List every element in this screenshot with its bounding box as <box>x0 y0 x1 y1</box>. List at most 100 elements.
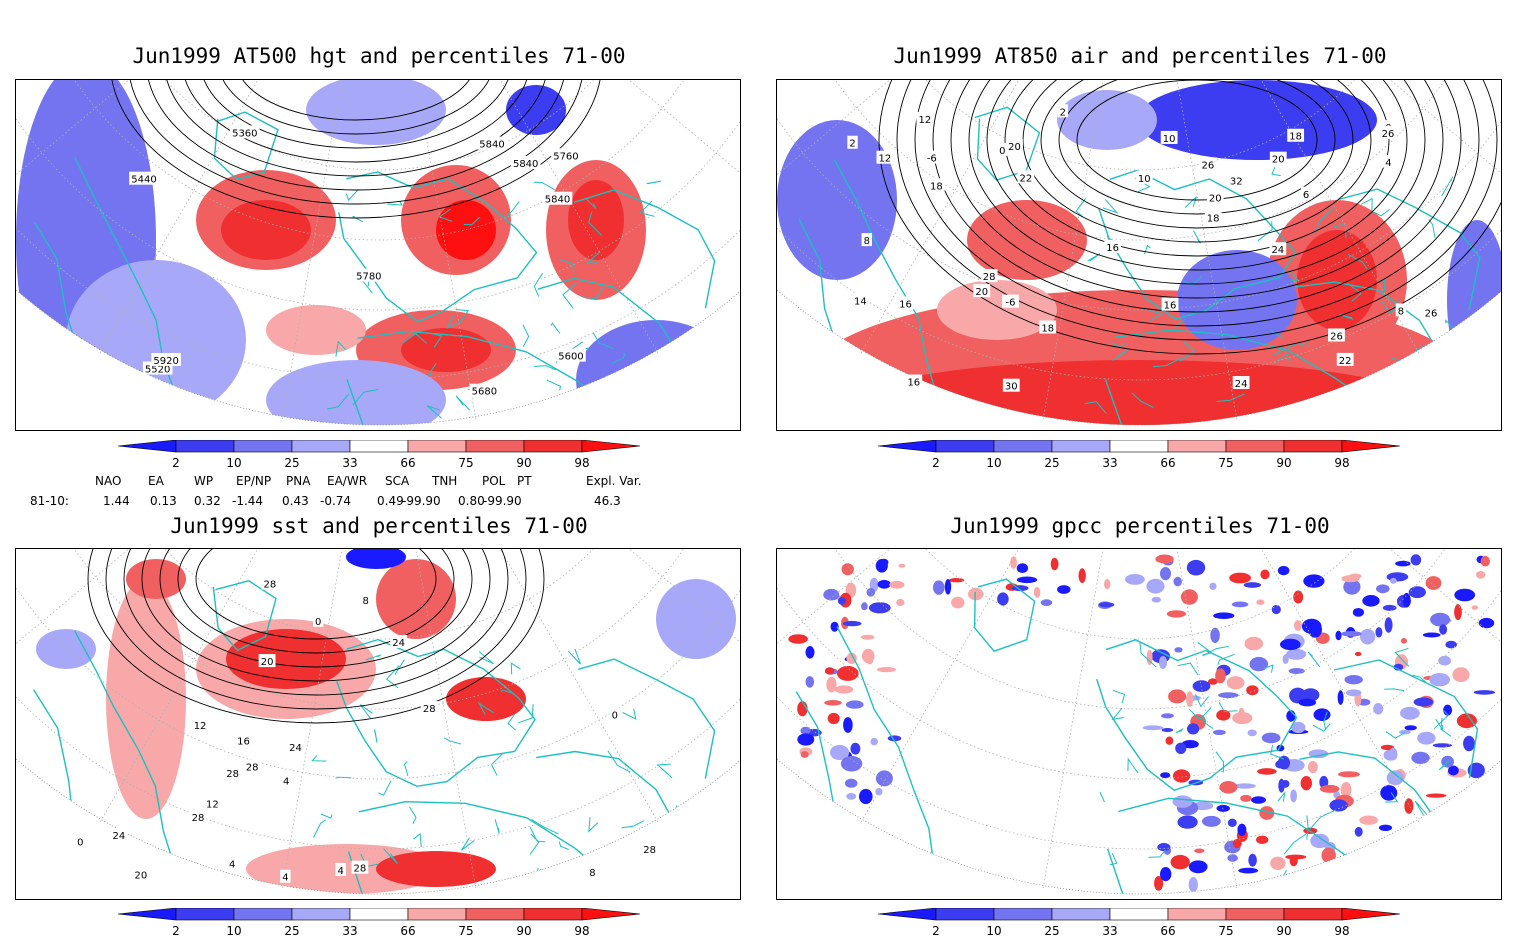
precip-cell <box>1249 656 1269 672</box>
anomaly-region <box>1297 230 1377 330</box>
index-value: -99.90 <box>483 494 522 508</box>
contour-label-bg <box>1002 294 1019 308</box>
colorbar-sst: 2 10 25 33 66 75 90 98 <box>118 908 658 938</box>
contour-label-bg <box>1104 239 1122 253</box>
country-border <box>1270 744 1284 760</box>
country-border <box>1440 717 1452 737</box>
precip-cell <box>1158 656 1168 669</box>
precip-cell <box>889 580 905 589</box>
country-border <box>1314 207 1333 235</box>
contour-label: 20 <box>135 871 148 882</box>
contour-label: 16 <box>1164 301 1177 312</box>
contour-label-bg <box>243 759 261 773</box>
country-border <box>1379 279 1386 292</box>
colorbar-tick-label: 75 <box>1218 924 1234 938</box>
country-border <box>550 322 561 334</box>
precip-cell <box>1313 708 1331 721</box>
index-header: SCA <box>385 474 410 488</box>
country-border <box>413 832 422 848</box>
precip-cell <box>1213 612 1235 619</box>
colorbar-segment <box>523 440 583 453</box>
coastline <box>1104 379 1126 425</box>
colorbar-air850: 2 10 25 33 66 75 90 98 <box>878 440 1418 470</box>
precip-cell <box>1231 601 1249 608</box>
country-border <box>320 813 333 819</box>
country-border <box>1312 723 1331 732</box>
contour-line <box>986 80 1408 271</box>
contour-line <box>163 80 549 177</box>
precip-cell <box>1050 557 1059 571</box>
country-border <box>529 826 546 843</box>
precip-cell <box>1446 841 1459 851</box>
index-header: PNA <box>286 474 311 488</box>
index-header: TNH <box>432 474 458 488</box>
country-border <box>533 272 543 297</box>
contour-label: 26 <box>1425 309 1438 320</box>
contour-line <box>109 80 603 219</box>
precip-cell <box>1257 768 1277 775</box>
precip-cell <box>1384 617 1393 633</box>
latitude-line <box>834 549 1446 710</box>
colorbar-tick-label: 10 <box>986 924 1002 938</box>
colorbar-tick-label: 98 <box>574 924 590 938</box>
country-border <box>505 201 520 219</box>
precip-cell <box>1393 855 1409 867</box>
precip-cell <box>1016 576 1038 584</box>
precip-cell <box>1216 709 1231 721</box>
country-border <box>394 659 405 675</box>
precip-cell <box>1394 862 1416 870</box>
country-border <box>1435 718 1444 732</box>
contour-label-bg <box>1422 305 1440 319</box>
contour-label-bg <box>1199 157 1217 171</box>
precip-cell <box>1170 854 1190 870</box>
map-sst-svg: 24 28 0 0 0 4 4 8 4 4 8 12 16 12 20 20 24 28 28 28 28 24 28 28 <box>16 549 740 895</box>
contour-label-bg <box>542 191 573 205</box>
anomaly-region <box>306 80 446 145</box>
colorbar-tick-label: 33 <box>1102 924 1118 938</box>
panel-title-air850: Jun1999 AT850 air and percentiles 71-00 <box>893 44 1387 68</box>
precip-cell <box>824 803 838 819</box>
contour-label-bg <box>851 293 869 307</box>
precip-cell <box>1166 610 1186 618</box>
precip-cell <box>1463 735 1475 752</box>
meridian-line <box>1260 80 1421 356</box>
precip-cell <box>1142 725 1164 731</box>
anomaly-region <box>506 85 566 135</box>
country-border <box>529 833 540 855</box>
contour-label: 20 <box>1209 193 1222 204</box>
contour-label-bg <box>1232 376 1250 390</box>
contour-line <box>145 80 567 191</box>
contour-label-bg <box>224 765 242 779</box>
country-border <box>359 704 373 720</box>
country-border <box>387 201 403 206</box>
precip-cell <box>1277 565 1290 576</box>
precip-cell <box>1408 586 1426 599</box>
contour-label-bg <box>847 135 858 149</box>
country-border <box>567 649 581 665</box>
coastline <box>1098 169 1297 320</box>
panel-title-gpcc: Jun1999 gpcc percentiles 71-00 <box>950 514 1330 538</box>
contour-label: 22 <box>1339 356 1352 367</box>
meridian-line <box>1176 80 1238 422</box>
panel-title-hgt500: Jun1999 AT500 hgt and percentiles 71-00 <box>132 44 626 68</box>
precip-cell <box>859 788 873 805</box>
colorbar-segment <box>1109 908 1169 921</box>
country-border <box>1203 717 1214 730</box>
precip-cell <box>1218 692 1239 699</box>
contour-label: 14 <box>854 296 867 307</box>
contour-label-bg <box>351 860 369 874</box>
precip-cell <box>1226 676 1245 690</box>
precip-cell <box>1160 867 1172 882</box>
contour-label-bg <box>973 284 991 298</box>
contour-label-bg <box>132 867 150 881</box>
precip-cell <box>1382 604 1397 611</box>
colorbar-tick-label: 33 <box>1102 456 1118 470</box>
colorbar-tick-label: 33 <box>342 924 358 938</box>
country-border <box>582 286 604 300</box>
precip-cell <box>830 744 850 761</box>
precip-cell <box>1422 632 1441 638</box>
meridian-line <box>98 80 259 356</box>
map-hgt500: 5360 5840 5680 5440 5760 5520 5600 5780 5840 5840… <box>15 79 741 431</box>
colorbar-segment <box>233 440 293 453</box>
precip-cell <box>951 596 965 609</box>
